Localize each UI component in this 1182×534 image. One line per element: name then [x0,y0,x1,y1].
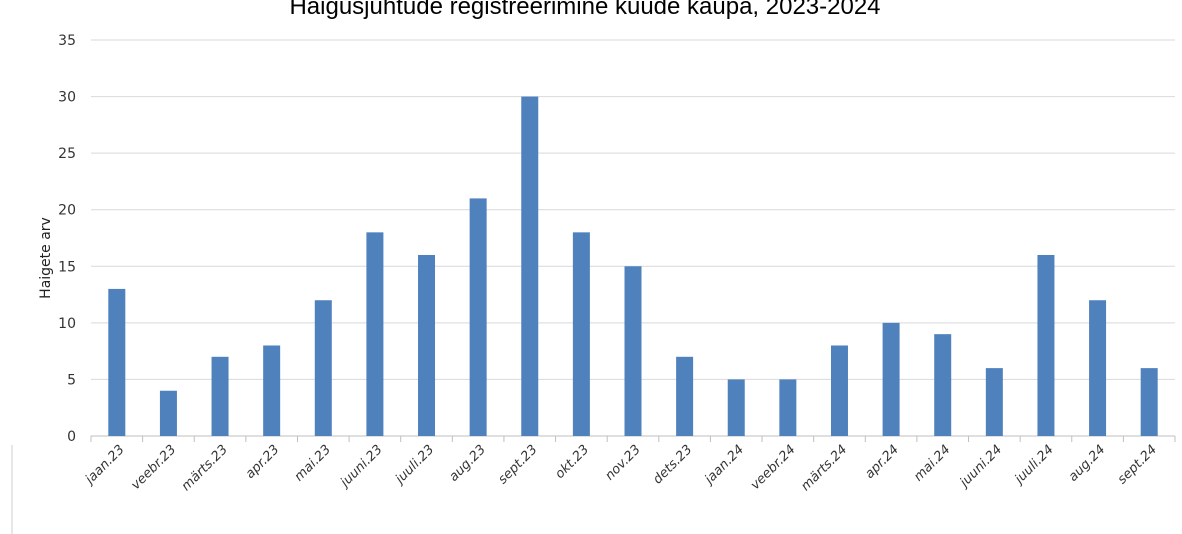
bar-juuli.23 [418,254,436,436]
x-tick-label: sept.23 [495,442,540,487]
x-tick-label: aug.24 [1066,442,1109,485]
bar-märts.24 [830,345,848,436]
bar-aug.24 [1089,300,1107,436]
x-tick-label: sept.24 [1115,442,1160,487]
bar-sept.24 [1140,368,1158,436]
x-tick-label: apr.24 [862,442,902,482]
bar-veebr.24 [779,379,797,436]
x-tick-label: juuni.24 [956,442,1005,491]
bars [108,96,1158,437]
y-axis-ticks: 0 5 10 15 20 25 30 35 [58,33,76,445]
bar-juuli.24 [1037,254,1055,436]
x-tick-label: aug.23 [446,442,489,485]
bar-dets.23 [676,356,694,436]
x-tick-label: nov.23 [602,442,643,483]
x-tick-label: juuni.23 [337,442,386,491]
y-tick-label: 10 [58,316,76,332]
bar-aug.23 [469,198,487,436]
x-tick-label: mai.24 [911,442,953,484]
x-axis-ticks: jaan.23 veebr.23 märts.23 apr.23 mai.23 juuni… [81,442,1160,494]
x-tick-label: märts.24 [798,442,850,494]
bar-okt.23 [572,232,590,436]
bar-apr.24 [882,322,900,436]
y-tick-label: 5 [67,372,76,388]
bar-juuni.24 [985,368,1003,436]
y-tick-label: 15 [58,259,76,275]
bar-veebr.23 [159,390,177,436]
bar-nov.23 [624,266,642,436]
y-tick-label: 35 [58,33,76,49]
y-tick-label: 0 [67,429,76,445]
y-axis-label: Haigete arv [38,217,54,299]
bar-märts.23 [211,356,229,436]
y-tick-label: 25 [58,146,76,162]
bar-jaan.23 [108,288,126,436]
bar-mai.24 [934,334,952,436]
x-tick-label: veebr.24 [748,442,799,493]
x-tick-label: juuli.24 [1011,442,1057,488]
chart-title: Haigusjuhtude registreerimine kuude kaup… [289,0,880,20]
bar-jaan.24 [727,379,745,436]
x-tick-label: jaan.24 [701,442,747,488]
bar-apr.23 [263,345,281,436]
x-tick-label: apr.23 [243,442,283,482]
y-tick-label: 20 [58,203,76,219]
bar-juuni.23 [366,232,384,436]
y-tick-label: 30 [58,90,76,106]
x-tick-label: märts.23 [179,442,231,494]
x-tick-label: mai.23 [292,442,334,484]
bar-sept.23 [521,96,539,437]
x-tick-label: juuli.23 [391,442,437,488]
x-tick-label: veebr.23 [128,442,179,493]
x-tick-label: jaan.23 [81,442,127,488]
bar-mai.23 [314,300,332,436]
x-tick-label: dets.23 [650,442,695,487]
x-tick-label: okt.23 [552,442,592,482]
